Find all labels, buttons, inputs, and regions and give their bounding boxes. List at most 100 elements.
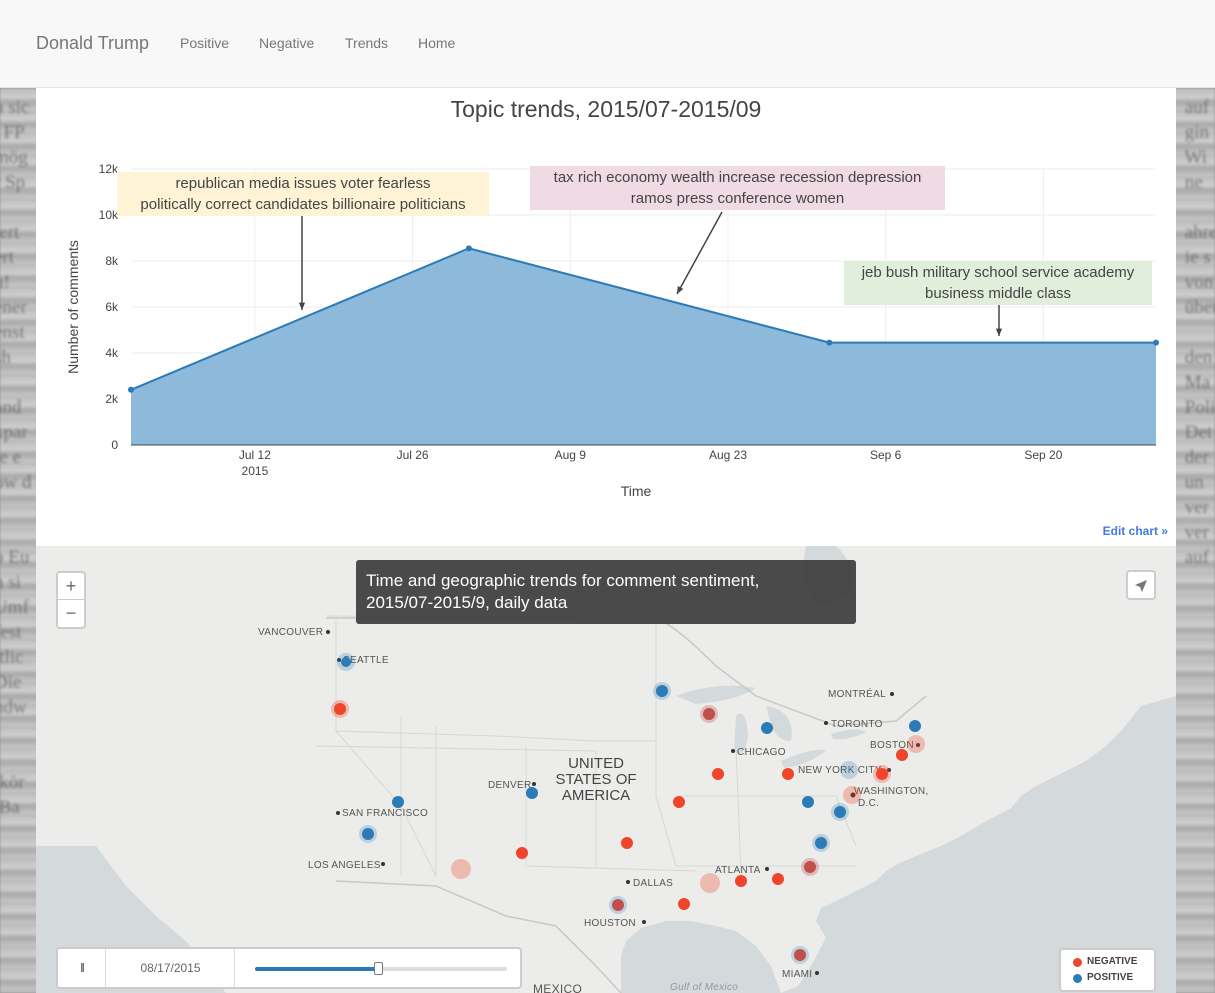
country-label-line: UNITED (568, 755, 624, 772)
negative-dot[interactable] (334, 703, 346, 715)
nav-link-negative[interactable]: Negative (259, 35, 315, 51)
mixed-dot[interactable] (612, 899, 624, 911)
lake-erie (781, 749, 826, 768)
negative-dot[interactable] (678, 898, 690, 910)
negative-dot[interactable] (772, 873, 784, 885)
data-point (128, 386, 134, 393)
negative-dot-halo (843, 786, 861, 804)
annotation-line: ramos press conference women (630, 190, 845, 207)
y-tick-label: 2k (105, 392, 119, 406)
area-fill (131, 248, 1156, 445)
positive-dot[interactable] (802, 796, 814, 808)
time-slider-track[interactable] (255, 962, 507, 975)
water-label-gulf: Gulf of Mexico (670, 982, 738, 993)
data-point (1153, 339, 1159, 346)
nav-link-positive[interactable]: Positive (180, 35, 230, 51)
lake-michigan (734, 713, 748, 754)
lake-huron (766, 706, 792, 741)
city-dot (337, 658, 341, 662)
negative-dot[interactable] (782, 768, 794, 780)
annotation-republican-media: republican media issues voter fearless p… (117, 172, 489, 216)
country-label-line: STATES OF (555, 771, 636, 788)
x-tick-sublabel: 2015 (242, 464, 269, 478)
locate-icon[interactable] (1126, 570, 1156, 600)
annotation-line: politically correct candidates billionai… (140, 196, 466, 213)
edit-chart-link[interactable]: Edit chart » (1102, 524, 1168, 538)
x-tick-label: Sep 20 (1024, 448, 1062, 462)
city-label-atlanta: ATLANTA (715, 865, 761, 876)
negative-dot[interactable] (712, 768, 724, 780)
negative-dot[interactable] (516, 847, 528, 859)
x-tick-label: Sep 6 (870, 448, 902, 462)
lake-superior (676, 685, 756, 704)
city-label-washington-dc: D.C. (858, 798, 879, 809)
positive-dot[interactable] (815, 837, 827, 849)
y-tick-label: 0 (111, 438, 118, 452)
positive-dot[interactable] (656, 685, 668, 697)
lake-ontario (831, 729, 866, 740)
data-point (465, 245, 472, 252)
annotation-line: business middle class (925, 285, 1071, 302)
annotation-jeb-bush: jeb bush military school service academy… (844, 261, 1152, 305)
city-label-boston: BOSTON (870, 740, 914, 751)
nav-link-home[interactable]: Home (418, 35, 456, 51)
positive-dot[interactable] (761, 722, 773, 734)
city-dot (815, 971, 819, 975)
brand-title[interactable]: Donald Trump (36, 33, 150, 53)
city-dot (916, 743, 920, 747)
positive-dot[interactable] (341, 657, 351, 667)
background-text-right: auf gin Wi ne ahre ie s von über den Ma … (1184, 97, 1215, 568)
series-line (130, 247, 1156, 391)
city-label-houston: HOUSTON (584, 918, 636, 929)
pause-button[interactable]: II (58, 949, 106, 987)
nav-link-trends[interactable]: Trends (345, 35, 389, 51)
city-label-vancouver: VANCOUVER (258, 627, 323, 638)
time-slider-handle[interactable] (374, 962, 384, 975)
negative-dot-halo (907, 735, 925, 753)
time-slider-fill (255, 967, 379, 971)
legend-item-negative: NEGATIVE (1073, 954, 1154, 970)
positive-dot[interactable] (909, 720, 921, 732)
positive-dot[interactable] (392, 796, 404, 808)
city-dot (532, 782, 536, 786)
city-dot (824, 721, 828, 725)
positive-dot[interactable] (834, 806, 846, 818)
legend-label-negative: NEGATIVE (1087, 956, 1138, 967)
y-tick-label: 10k (99, 208, 119, 222)
negative-dot[interactable] (673, 796, 685, 808)
positive-dot[interactable] (526, 787, 538, 799)
city-label-washington: WASHINGTON, (854, 786, 928, 797)
annotation-tax-rich: tax rich economy wealth increase recessi… (530, 166, 945, 210)
negative-dot[interactable] (876, 768, 888, 780)
x-tick-label: Aug 23 (709, 448, 747, 462)
map-info-line: 2015/07-2015/9, daily data (366, 593, 568, 612)
positive-dot[interactable] (362, 828, 374, 840)
x-tick-label: Jul 26 (397, 448, 429, 462)
annotation-line: jeb bush military school service academy (861, 264, 1135, 281)
city-dot (336, 811, 340, 815)
legend-dot-positive (1073, 973, 1082, 983)
negative-dot[interactable] (896, 749, 908, 761)
mixed-dot[interactable] (703, 708, 715, 720)
legend-label-positive: POSITIVE (1087, 972, 1134, 983)
mixed-dot[interactable] (804, 861, 816, 873)
mixed-dot[interactable] (794, 949, 806, 961)
negative-dot-halo (451, 859, 471, 879)
city-dot (326, 630, 330, 634)
y-tick-label: 4k (105, 346, 119, 360)
zoom-out-button[interactable]: − (65, 603, 77, 623)
city-label-chicago: CHICAGO (737, 747, 786, 758)
country-label-mexico: MEXICO (533, 982, 582, 993)
sentiment-map[interactable]: UNITED STATES OF AMERICA VANCOUVER SEATT… (36, 546, 1176, 993)
legend-dot-negative (1073, 957, 1082, 967)
positive-dot-halo (840, 761, 858, 779)
x-tick-label: Aug 9 (555, 448, 587, 462)
zoom-in-button[interactable]: + (58, 573, 84, 600)
negative-dot[interactable] (735, 875, 747, 887)
annotation-line: republican media issues voter fearless (175, 175, 431, 192)
current-date: 08/17/2015 (107, 949, 235, 987)
map-canvas[interactable]: UNITED STATES OF AMERICA VANCOUVER SEATT… (36, 546, 1176, 993)
sentiment-dots[interactable] (331, 653, 925, 964)
negative-dot[interactable] (621, 837, 633, 849)
us-mexico-border (335, 880, 622, 993)
